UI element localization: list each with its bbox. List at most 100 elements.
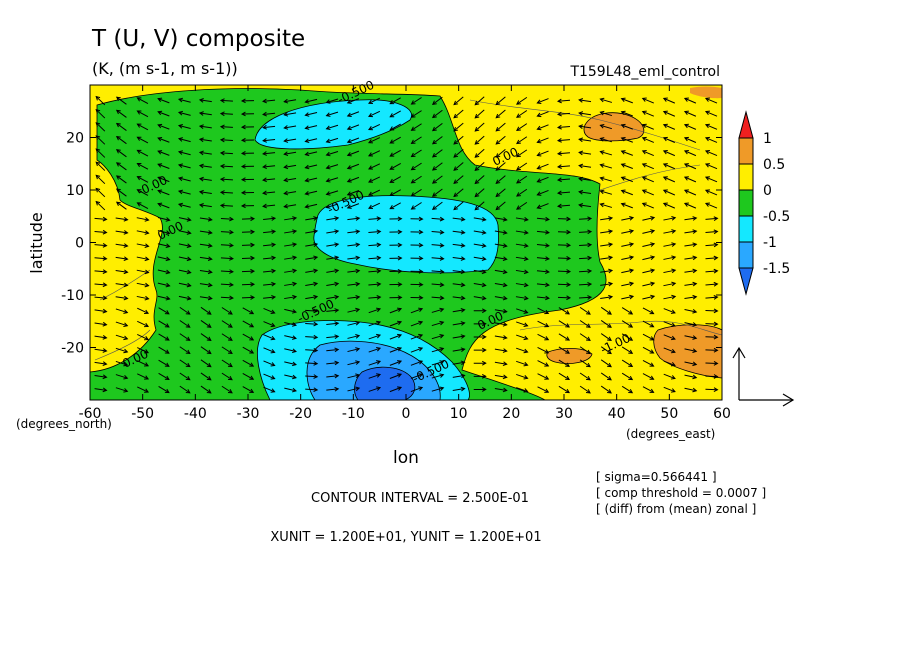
wind-vector	[495, 135, 506, 145]
wind-vector	[136, 269, 149, 274]
wind-vector-head	[481, 269, 487, 275]
wind-vector	[178, 269, 191, 274]
wind-vector	[94, 335, 107, 339]
wind-vector-head	[368, 191, 373, 196]
wind-vector-head	[397, 333, 403, 339]
wind-vector	[684, 137, 697, 143]
wind-vector	[368, 347, 381, 353]
wind-vector-head	[397, 346, 403, 352]
wind-vector	[347, 190, 360, 196]
wind-vector-head	[376, 347, 382, 352]
wind-vector-head	[460, 386, 466, 392]
wind-vector	[600, 296, 613, 300]
wind-vector-head	[389, 152, 395, 157]
wind-vector-head	[502, 282, 508, 288]
wind-vector	[116, 96, 127, 105]
wind-vector-head	[165, 295, 171, 301]
wind-vector-head	[355, 373, 361, 379]
wind-vector-head	[164, 310, 170, 315]
wind-vector	[305, 256, 318, 260]
wind-vector	[115, 243, 128, 247]
wind-vector	[199, 269, 212, 273]
wind-vector-head	[629, 255, 635, 260]
wind-vector	[558, 320, 570, 328]
wind-vector	[642, 333, 654, 341]
wind-vector	[136, 243, 149, 247]
wind-vector	[557, 178, 571, 181]
x-axis: -60 -50 -40 -30 -20 -10 0 10 20 30 40 50 60	[79, 85, 731, 422]
wind-vector-head	[270, 322, 276, 328]
wind-vector-head	[270, 388, 276, 393]
wind-vector-head	[325, 191, 331, 196]
wind-vector	[347, 98, 360, 104]
wind-vector	[178, 111, 191, 116]
wind-vector-head	[556, 164, 562, 169]
wind-vector-head	[523, 269, 529, 275]
wind-vector	[157, 137, 170, 143]
wind-vector	[116, 123, 127, 131]
wind-vector-head	[355, 216, 361, 221]
wind-vector-head	[495, 126, 501, 132]
wind-vector	[200, 359, 212, 368]
wind-vector-head	[207, 216, 213, 222]
wind-vector	[116, 162, 127, 171]
wind-vector-head	[431, 126, 437, 132]
wind-vector	[199, 243, 212, 247]
wind-vector	[474, 135, 485, 145]
wind-vector-head	[662, 176, 668, 181]
wind-vector	[157, 190, 170, 196]
wind-vector-head	[670, 348, 676, 354]
wind-vector	[368, 308, 381, 314]
wind-vector	[431, 374, 444, 379]
wind-vector	[158, 359, 170, 367]
wind-vector	[136, 230, 149, 234]
wind-vector	[220, 231, 233, 233]
wind-vector	[600, 217, 613, 221]
colorbar-triangle-top	[738, 110, 754, 139]
wind-vector	[220, 204, 233, 207]
wind-vector	[284, 308, 297, 313]
wind-vector-head	[249, 362, 255, 367]
wind-vector-head	[453, 205, 459, 211]
wind-vector	[95, 188, 106, 198]
wind-vector	[199, 217, 212, 221]
wind-vector-head	[334, 229, 340, 234]
wind-vector-head	[355, 360, 361, 365]
wind-vector	[495, 201, 506, 211]
wind-vector	[389, 347, 402, 353]
wind-vector-head	[346, 99, 352, 104]
wind-vector-head	[460, 256, 466, 261]
wind-vector	[494, 243, 507, 247]
wind-vector	[263, 243, 276, 247]
wind-vector	[642, 346, 654, 354]
wind-vector-head	[418, 229, 424, 235]
chart-subtitle: (K, (m s-1, m s-1))	[92, 59, 238, 78]
wind-vector	[115, 387, 128, 392]
wind-vector-head	[207, 295, 213, 301]
wind-vector	[600, 137, 613, 143]
wind-vector	[663, 360, 676, 366]
wind-vector-head	[207, 269, 213, 275]
wind-vector	[263, 373, 275, 380]
wind-vector-head	[418, 333, 424, 339]
wind-vector-head	[376, 295, 382, 300]
wind-vector-head	[325, 178, 331, 183]
wind-vector	[453, 109, 464, 119]
wind-vector-head	[144, 375, 150, 380]
wind-vector-head	[144, 336, 150, 341]
wind-vector	[157, 282, 170, 287]
wind-vector	[600, 372, 612, 381]
wind-vector	[621, 111, 633, 117]
wind-vector	[516, 136, 528, 144]
wind-vector	[368, 163, 381, 170]
wind-vector	[432, 123, 443, 131]
wind-vector-head	[144, 230, 150, 235]
wind-vector	[684, 97, 697, 104]
wind-vector-head	[177, 150, 183, 155]
wind-vector-head	[481, 334, 487, 340]
wind-vector	[157, 163, 170, 169]
wind-vector	[157, 203, 170, 209]
wind-vector	[94, 283, 107, 286]
wind-vector	[411, 188, 422, 197]
wind-vector	[157, 243, 170, 247]
